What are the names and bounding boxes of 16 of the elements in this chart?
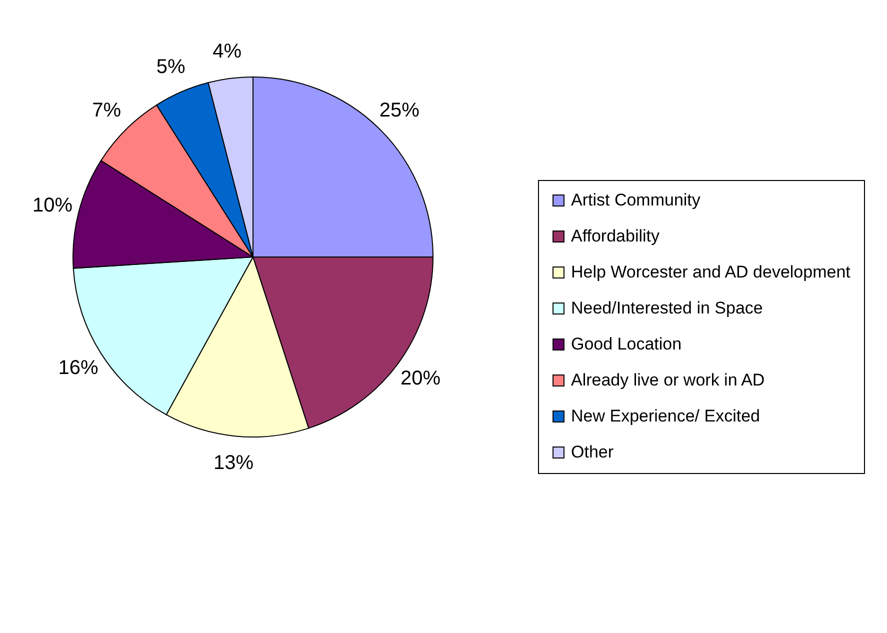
legend-label: Already live or work in AD	[571, 370, 765, 390]
legend-label: Good Location	[571, 334, 682, 354]
legend-label: Other	[571, 442, 614, 462]
legend-label: Help Worcester and AD development	[571, 262, 851, 282]
data-label: 13%	[214, 452, 254, 474]
legend-label: Affordability	[571, 226, 660, 246]
data-label: 25%	[379, 100, 420, 122]
legend-label: Artist Community	[571, 190, 701, 210]
legend-label: New Experience/ Excited	[571, 406, 760, 426]
data-label: 7%	[92, 100, 122, 122]
data-label: 4%	[212, 40, 242, 63]
data-label: 5%	[156, 56, 186, 78]
data-label: 10%	[32, 194, 73, 217]
data-label: 16%	[58, 356, 98, 379]
data-label: 20%	[400, 368, 441, 390]
legend-label: Need/Interested in Space	[571, 298, 763, 318]
